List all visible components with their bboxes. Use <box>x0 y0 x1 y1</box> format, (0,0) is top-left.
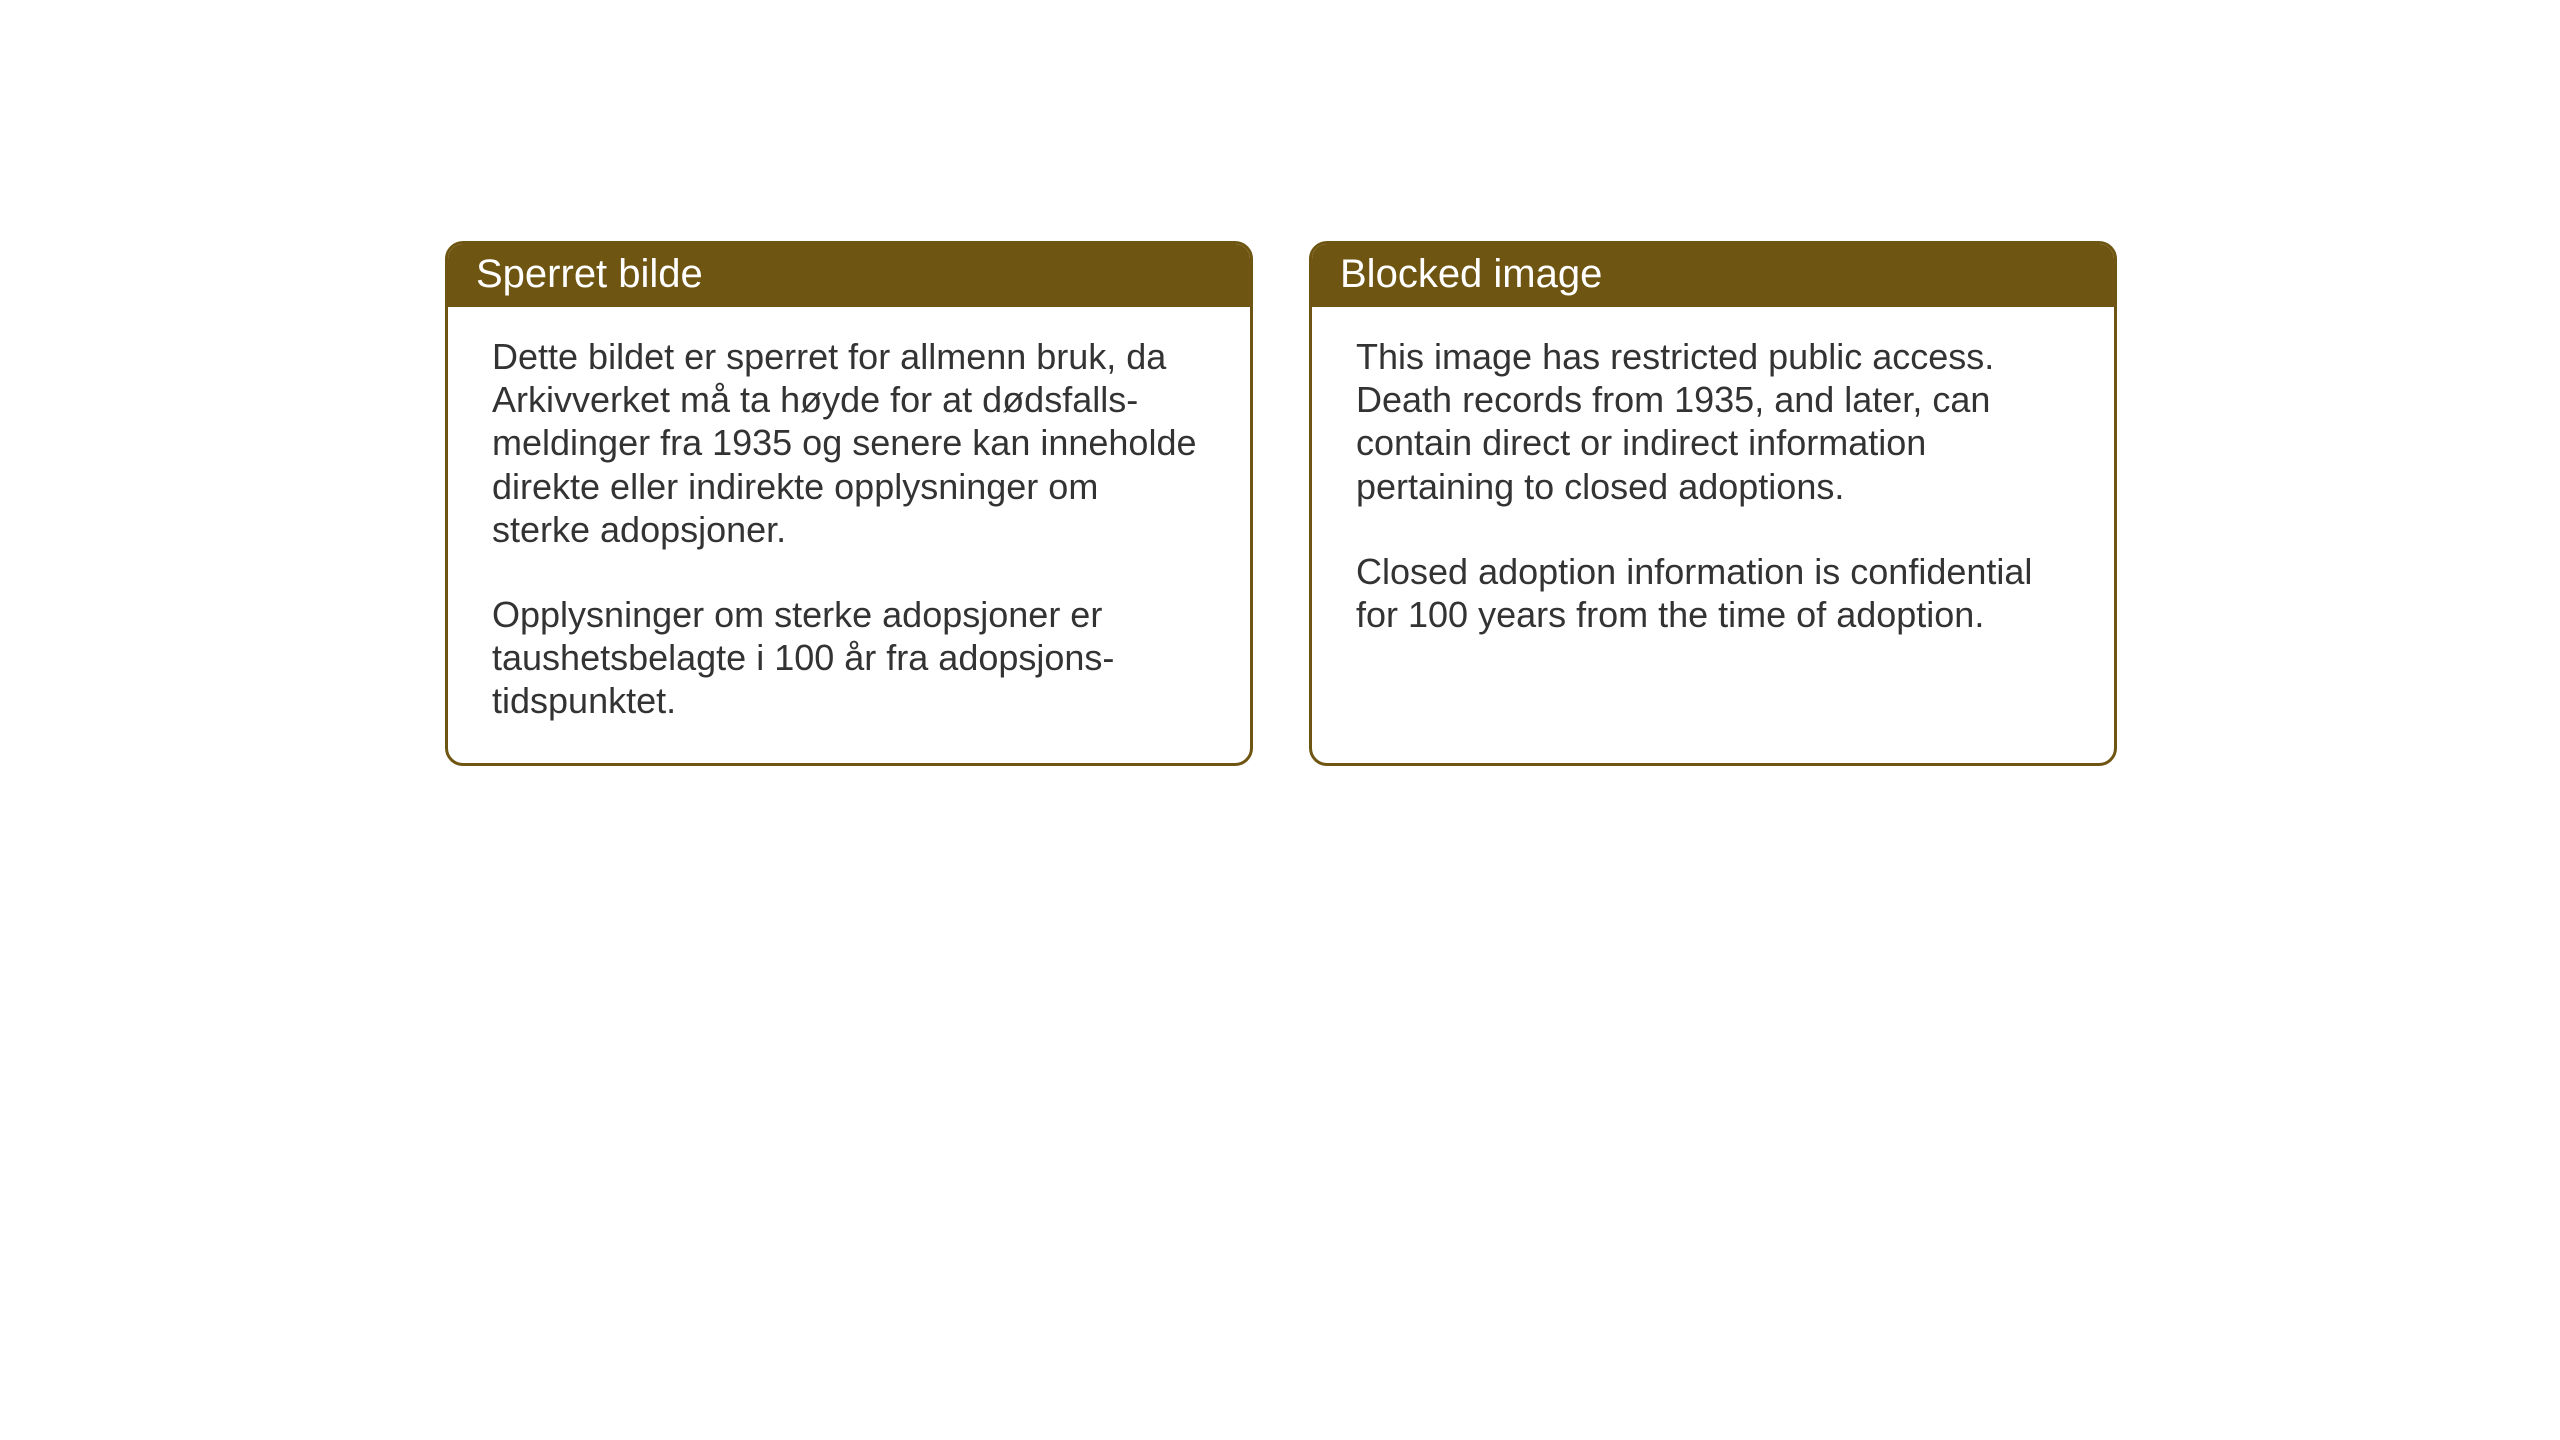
notice-body-english: This image has restricted public access.… <box>1312 307 2114 676</box>
notice-box-norwegian: Sperret bilde Dette bildet er sperret fo… <box>445 241 1253 766</box>
notice-body-norwegian: Dette bildet er sperret for allmenn bruk… <box>448 307 1250 763</box>
notice-paragraph-1-norwegian: Dette bildet er sperret for allmenn bruk… <box>492 335 1206 551</box>
notice-paragraph-1-english: This image has restricted public access.… <box>1356 335 2070 508</box>
notice-paragraph-2-norwegian: Opplysninger om sterke adopsjoner er tau… <box>492 593 1206 723</box>
notice-box-english: Blocked image This image has restricted … <box>1309 241 2117 766</box>
notice-paragraph-2-english: Closed adoption information is confident… <box>1356 550 2070 636</box>
notice-header-norwegian: Sperret bilde <box>448 244 1250 307</box>
notice-container: Sperret bilde Dette bildet er sperret fo… <box>445 241 2117 766</box>
notice-header-english: Blocked image <box>1312 244 2114 307</box>
